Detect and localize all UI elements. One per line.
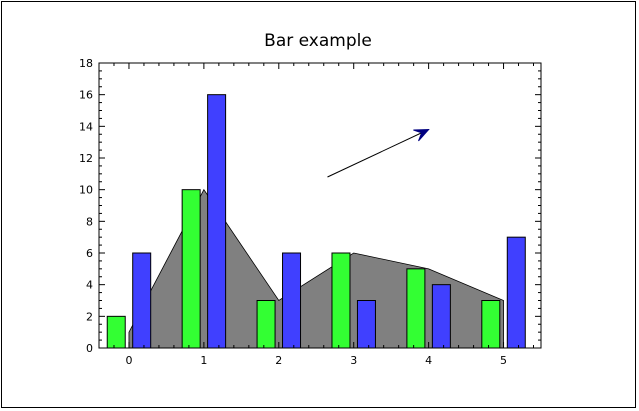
x-tick-label-4: 4 bbox=[425, 354, 432, 367]
annotation-layer bbox=[327, 128, 430, 178]
x-tick-label-3: 3 bbox=[350, 354, 357, 367]
bar-s1-0 bbox=[132, 252, 152, 349]
bar-s1-5 bbox=[506, 236, 526, 349]
x-tick-label-0: 0 bbox=[125, 354, 132, 367]
x-tick-label-2: 2 bbox=[275, 354, 282, 367]
bar-s0-3 bbox=[331, 252, 351, 349]
y-tick-label-8: 16 bbox=[79, 89, 93, 102]
x-tick-label-5: 5 bbox=[500, 354, 507, 367]
bar-s1-3 bbox=[356, 300, 376, 349]
y-tick-label-0: 0 bbox=[86, 342, 93, 355]
y-tick-label-9: 18 bbox=[79, 57, 93, 70]
y-tick-label-7: 14 bbox=[79, 120, 93, 133]
arrow-line-0 bbox=[327, 129, 429, 178]
bar-s0-0 bbox=[106, 315, 126, 349]
bar-s0-2 bbox=[256, 300, 276, 349]
bar-layer bbox=[106, 94, 526, 349]
bar-s1-2 bbox=[282, 252, 302, 349]
y-tick-label-5: 10 bbox=[79, 184, 93, 197]
bar-s0-1 bbox=[181, 189, 201, 349]
x-tick-label-1: 1 bbox=[200, 354, 207, 367]
arrow-head-0 bbox=[413, 128, 430, 142]
y-tick-label-1: 2 bbox=[86, 310, 93, 323]
bar-s1-1 bbox=[207, 94, 227, 349]
bar-s1-4 bbox=[431, 284, 451, 349]
y-tick-label-6: 12 bbox=[79, 152, 93, 165]
bar-s0-4 bbox=[406, 268, 426, 349]
y-tick-label-2: 4 bbox=[86, 279, 93, 292]
y-tick-label-3: 6 bbox=[86, 247, 93, 260]
bar-s0-5 bbox=[481, 300, 501, 349]
y-tick-label-4: 8 bbox=[86, 215, 93, 228]
chart-title: Bar example bbox=[264, 31, 372, 51]
